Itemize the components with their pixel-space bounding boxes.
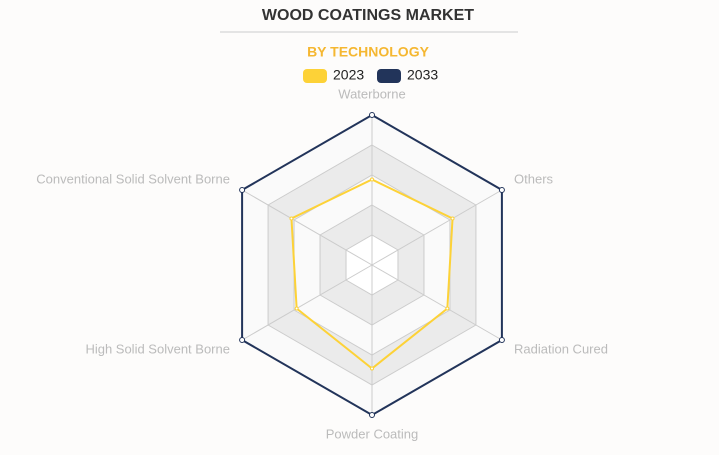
- legend-swatch[interactable]: [303, 69, 327, 83]
- data-point: [370, 366, 374, 371]
- data-point: [369, 412, 375, 418]
- data-point: [498, 187, 505, 193]
- axis-label: Powder Coating: [326, 426, 419, 441]
- data-point: [498, 337, 505, 343]
- data-point: [239, 337, 246, 343]
- data-point: [239, 187, 246, 193]
- data-point: [289, 216, 294, 221]
- data-point: [294, 306, 299, 311]
- grid-spoke: [371, 189, 503, 266]
- data-point: [450, 216, 455, 221]
- axis-label: Radiation Cured: [514, 341, 608, 356]
- grid-spoke: [241, 264, 373, 341]
- axis-label: Conventional Solid Solvent Borne: [36, 171, 230, 186]
- legend-label: 2033: [407, 67, 438, 83]
- axis-label: Waterborne: [338, 86, 405, 101]
- data-point: [369, 112, 375, 118]
- chart-subtitle: BY TECHNOLOGY: [307, 44, 430, 60]
- data-point: [445, 306, 450, 311]
- legend-label: 2023: [333, 67, 364, 83]
- legend-swatch[interactable]: [377, 69, 401, 83]
- axis-label: Others: [514, 171, 554, 186]
- axis-label: High Solid Solvent Borne: [85, 341, 230, 356]
- grid-spoke: [371, 264, 503, 341]
- data-point: [370, 177, 374, 182]
- chart-title: WOOD COATINGS MARKET: [262, 7, 474, 24]
- grid-spoke: [241, 189, 373, 266]
